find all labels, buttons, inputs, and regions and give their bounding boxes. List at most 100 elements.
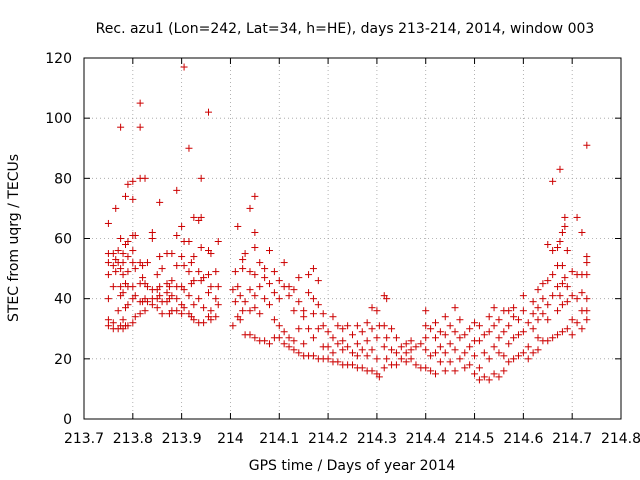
data-point-marker bbox=[109, 283, 117, 291]
data-point-marker bbox=[285, 283, 293, 291]
data-point-marker bbox=[119, 259, 127, 267]
data-point-marker bbox=[131, 265, 139, 273]
data-point-marker bbox=[583, 307, 591, 315]
data-point-marker bbox=[436, 328, 444, 336]
data-point-marker bbox=[173, 231, 181, 239]
data-point-marker bbox=[475, 364, 483, 372]
data-point-marker bbox=[300, 307, 308, 315]
data-point-marker bbox=[280, 340, 288, 348]
data-point-marker bbox=[441, 331, 449, 339]
data-point-marker bbox=[285, 292, 293, 300]
data-point-marker bbox=[129, 195, 137, 203]
data-point-marker bbox=[407, 346, 415, 354]
data-point-marker bbox=[583, 295, 591, 303]
data-point-marker bbox=[334, 322, 342, 330]
data-point-marker bbox=[246, 268, 254, 276]
data-point-marker bbox=[314, 277, 322, 285]
data-point-marker bbox=[422, 346, 430, 354]
data-point-marker bbox=[510, 355, 518, 363]
data-point-marker bbox=[563, 298, 571, 306]
data-point-marker bbox=[319, 322, 327, 330]
data-point-marker bbox=[358, 346, 366, 354]
data-point-marker bbox=[568, 331, 576, 339]
data-point-marker bbox=[285, 343, 293, 351]
data-point-marker bbox=[190, 253, 198, 261]
data-point-marker bbox=[261, 337, 269, 345]
data-point-marker bbox=[104, 271, 112, 279]
data-point-marker bbox=[117, 265, 125, 273]
data-point-marker bbox=[270, 316, 278, 324]
y-tick-labels: 0 20 40 60 80 100 120 bbox=[45, 51, 72, 428]
data-point-marker bbox=[519, 307, 527, 315]
data-point-marker bbox=[344, 322, 352, 330]
data-point-marker bbox=[353, 322, 361, 330]
data-point-marker bbox=[500, 328, 508, 336]
y-tick-label: 40 bbox=[54, 292, 72, 308]
data-point-marker bbox=[334, 340, 342, 348]
data-point-marker bbox=[397, 355, 405, 363]
y-axis-label: STEC from uqrg / TECUs bbox=[6, 154, 22, 322]
data-point-marker bbox=[485, 355, 493, 363]
data-point-marker bbox=[358, 328, 366, 336]
data-point-marker bbox=[505, 358, 513, 366]
data-point-marker bbox=[309, 265, 317, 273]
data-point-marker bbox=[392, 361, 400, 369]
data-point-marker bbox=[402, 349, 410, 357]
data-point-marker bbox=[305, 325, 313, 333]
data-point-marker bbox=[124, 301, 132, 309]
data-point-marker bbox=[485, 313, 493, 321]
data-point-marker bbox=[446, 358, 454, 366]
data-point-marker bbox=[190, 316, 198, 324]
data-point-marker bbox=[568, 316, 576, 324]
data-point-marker bbox=[214, 301, 222, 309]
data-point-marker bbox=[451, 346, 459, 354]
x-tick-label: 214.6 bbox=[503, 431, 543, 447]
data-point-marker bbox=[275, 322, 283, 330]
data-point-marker bbox=[309, 352, 317, 360]
data-point-marker bbox=[456, 355, 464, 363]
data-point-marker bbox=[353, 340, 361, 348]
data-point-marker bbox=[131, 313, 139, 321]
data-point-marker bbox=[270, 289, 278, 297]
data-point-marker bbox=[402, 340, 410, 348]
data-point-marker bbox=[358, 364, 366, 372]
data-point-marker bbox=[558, 328, 566, 336]
data-point-marker bbox=[524, 319, 532, 327]
data-point-marker bbox=[375, 373, 383, 381]
x-tick-label: 214.8 bbox=[601, 431, 640, 447]
data-point-marker bbox=[363, 319, 371, 327]
x-tick-label: 214.4 bbox=[406, 431, 446, 447]
data-point-marker bbox=[280, 259, 288, 267]
data-point-marker bbox=[234, 222, 242, 230]
data-point-marker bbox=[383, 295, 391, 303]
data-point-marker bbox=[417, 340, 425, 348]
data-point-marker bbox=[583, 316, 591, 324]
data-point-marker bbox=[139, 274, 147, 282]
data-point-marker bbox=[156, 198, 164, 206]
data-point-marker bbox=[212, 313, 220, 321]
data-point-marker bbox=[104, 316, 112, 324]
data-point-marker bbox=[266, 301, 274, 309]
data-point-marker bbox=[251, 244, 259, 252]
data-point-marker bbox=[180, 304, 188, 312]
data-point-marker bbox=[290, 337, 298, 345]
data-point-marker bbox=[270, 268, 278, 276]
data-point-marker bbox=[234, 283, 242, 291]
data-point-marker bbox=[251, 228, 259, 236]
data-point-marker bbox=[114, 307, 122, 315]
data-point-marker bbox=[578, 325, 586, 333]
data-point-marker bbox=[204, 271, 212, 279]
data-point-marker bbox=[412, 343, 420, 351]
data-point-marker bbox=[148, 228, 156, 236]
data-point-marker bbox=[349, 349, 356, 357]
data-point-marker bbox=[485, 376, 493, 384]
data-point-marker bbox=[529, 349, 537, 357]
data-point-marker bbox=[185, 238, 193, 246]
data-point-marker bbox=[380, 364, 388, 372]
data-point-marker bbox=[495, 349, 503, 357]
data-point-marker bbox=[251, 271, 259, 279]
data-point-marker bbox=[422, 334, 430, 342]
data-point-marker bbox=[500, 367, 508, 375]
data-point-marker bbox=[119, 271, 127, 279]
data-point-marker bbox=[505, 307, 513, 315]
